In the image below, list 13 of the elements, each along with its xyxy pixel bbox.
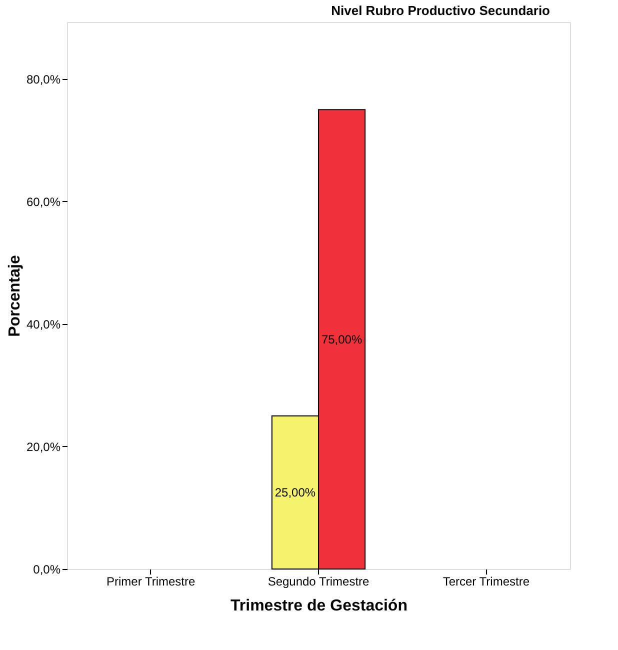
y-axis-title: Porcentaje <box>6 254 24 337</box>
data-label: 25,00% <box>274 485 316 500</box>
y-tick-label: 60,0% <box>26 194 61 209</box>
x-tick-label: Segundo Trimestre <box>268 574 370 588</box>
x-tick-label: Primer Trimestre <box>106 574 196 588</box>
data-label: 75,00% <box>321 332 362 346</box>
y-tick-label: 0,0% <box>33 562 61 576</box>
chart-title: Nivel Rubro Productivo Secundario <box>331 3 550 18</box>
x-tick-label: Tercer Trimestre <box>442 574 530 588</box>
y-tick-label: 40,0% <box>26 317 61 332</box>
y-tick-label: 20,0% <box>26 440 61 454</box>
x-axis-title: Trimestre de Gestación <box>230 598 408 614</box>
y-tick-label: 80,0% <box>26 72 61 86</box>
